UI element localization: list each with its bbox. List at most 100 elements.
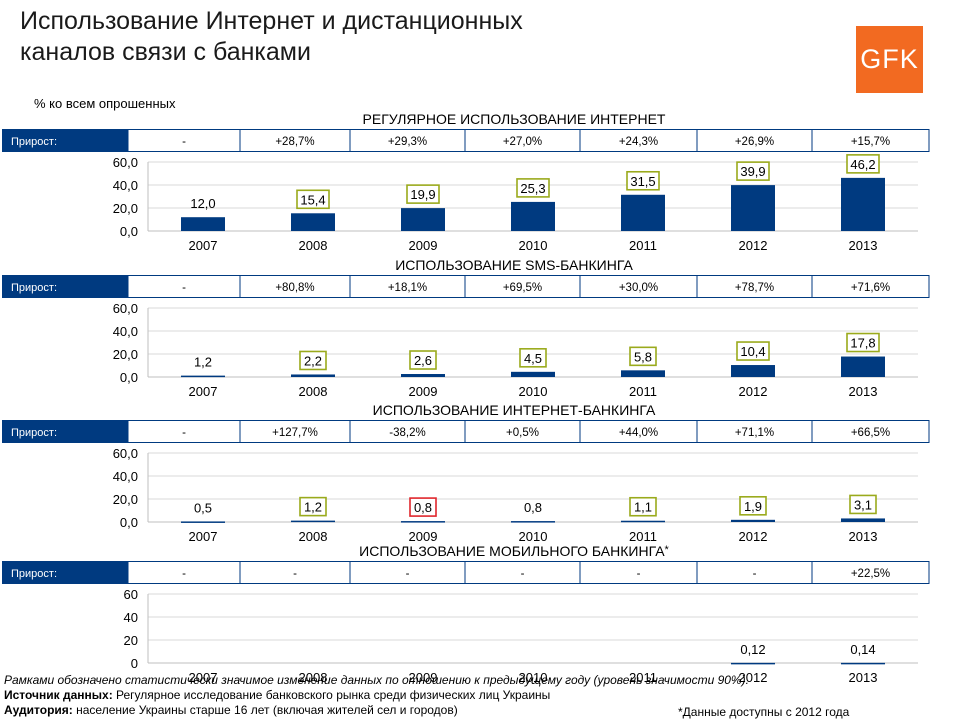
chart2-growth-value: +69,5% [503, 282, 542, 294]
chart1-bar-2010 [511, 201, 555, 231]
page-title: Использование Интернет и дистанционных к… [20, 6, 523, 68]
chart3-bar-2008 [291, 520, 335, 523]
chart4-growth-value: - [637, 568, 641, 580]
source-label: Источник данных: [4, 688, 113, 702]
chart4-ytick-label: 60 [124, 587, 138, 602]
chart4-xtick-label: 2008 [299, 670, 328, 685]
chart4-growth-value: - [293, 568, 297, 580]
footnotes: Рамками обозначено статистически значимо… [4, 673, 954, 718]
chart2-significance-box-2008 [299, 350, 327, 371]
chart3-growth-value: +127,7% [272, 427, 318, 439]
chart3-significance-box-2009 [409, 497, 437, 517]
chart1-bar-2008 [291, 213, 335, 231]
chart2-bar-2013 [841, 356, 885, 377]
gfk-logo: GFK [856, 26, 923, 93]
chart2-data-label-2012: 10,4 [740, 344, 765, 359]
audience-label: Аудитория: [4, 703, 73, 717]
chart4-xtick-label: 2011 [629, 670, 657, 685]
chart1-significance-box-2009 [406, 184, 440, 204]
chart2-ytick-label: 0,0 [120, 370, 138, 385]
chart2-growth-value: +30,0% [619, 282, 658, 294]
chart3-data-label-2007: 0,5 [194, 500, 212, 515]
chart1-ytick-label: 0,0 [120, 224, 138, 239]
chart1-xtick-label: 2012 [739, 238, 768, 253]
chart1-bar-2012 [731, 185, 775, 231]
chart2-data-label-2013: 17,8 [850, 336, 875, 351]
chart1-bar-2013 [841, 177, 885, 231]
chart1-bar-2011 [621, 194, 665, 231]
chart2-title: ИСПОЛЬЗОВАНИЕ SMS-БАНКИНГА [395, 257, 633, 273]
page-title-line-1: Использование Интернет и дистанционных [20, 7, 523, 35]
chart2-growth-value: +78,7% [735, 282, 774, 294]
chart1-xtick-label: 2010 [519, 238, 548, 253]
chart4-growth-row-border [127, 561, 930, 584]
chart3-xtick-label: 2010 [519, 529, 548, 544]
chart2-significance-box-2009 [409, 350, 437, 370]
chart1-significance-box-2011 [626, 170, 660, 191]
chart2-growth-value: +80,8% [275, 282, 314, 294]
chart2-xtick-label: 2007 [189, 384, 218, 399]
chart2-xtick-label: 2013 [849, 384, 878, 399]
chart4-growth-value: - [521, 568, 525, 580]
chart3-ytick-label: 60,0 [113, 446, 138, 461]
chart3-growth-label: Прирост: [11, 427, 57, 439]
chart2-growth-header [2, 275, 128, 298]
chart2-significance-box-2012 [736, 341, 770, 361]
chart2-xtick-label: 2009 [409, 384, 438, 399]
chart3-growth-value: +71,1% [735, 427, 774, 439]
chart2-bar-2012 [731, 365, 775, 377]
chart3-growth-row-border [127, 420, 930, 443]
chart4-data-label-2013: 0,14 [850, 642, 875, 657]
chart2-growth-value: - [182, 282, 186, 294]
chart3-xtick-label: 2009 [409, 529, 438, 544]
chart2-growth-row-border [127, 275, 930, 298]
chart3-data-label-2008: 1,2 [304, 500, 322, 515]
chart4-ytick-label: 20 [124, 633, 138, 648]
chart4-xtick-label: 2012 [739, 670, 768, 685]
chart3-growth-header [2, 420, 128, 443]
chart4-ytick-label: 40 [124, 610, 138, 625]
chart4-xtick-label: 2010 [519, 670, 548, 685]
chart3-growth-value: - [182, 427, 186, 439]
chart2-ytick-label: 20,0 [113, 347, 138, 362]
chart4-growth-value: - [753, 568, 757, 580]
footnote-significance: Рамками обозначено статистически значимо… [4, 673, 749, 687]
chart1-xtick-label: 2013 [849, 238, 878, 253]
chart2-xtick-label: 2010 [519, 384, 548, 399]
chart2-xtick-label: 2011 [629, 384, 657, 399]
chart3-significance-box-2011 [629, 496, 657, 517]
chart3-ytick-label: 20,0 [113, 492, 138, 507]
chart1-growth-value: +28,7% [275, 136, 314, 148]
chart2-data-label-2008: 2,2 [304, 353, 322, 368]
subtitle: % ко всем опрошенных [34, 96, 176, 111]
chart3-xtick-label: 2011 [629, 529, 657, 544]
chart1-growth-value: +15,7% [851, 136, 890, 148]
chart3-bar-2009 [401, 521, 445, 523]
chart1-significance-box-2013 [846, 154, 880, 174]
chart1-ytick-label: 20,0 [113, 201, 138, 216]
audience-text: население Украины старше 16 лет (включая… [72, 703, 458, 717]
chart1-growth-value: - [182, 136, 186, 148]
chart1-title: РЕГУЛЯРНОЕ ИСПОЛЬЗОВАНИЕ ИНТЕРНЕТ [363, 111, 666, 127]
chart4-bar-2012 [731, 662, 775, 665]
chart1-data-label-2012: 39,9 [740, 164, 765, 179]
chart1-significance-box-2010 [516, 178, 550, 198]
chart1-data-label-2013: 46,2 [850, 157, 875, 172]
chart1-growth-value: +27,0% [503, 136, 542, 148]
chart2-data-label-2007: 1,2 [194, 355, 212, 370]
chart4-data-label-2012: 0,12 [740, 642, 765, 657]
chart2-growth-label: Прирост: [11, 282, 57, 294]
chart1-data-label-2008: 15,4 [300, 192, 325, 207]
chart3-bar-2013 [841, 518, 885, 522]
chart3-growth-value: +0,5% [506, 427, 539, 439]
chart1-growth-value: +26,9% [735, 136, 774, 148]
chart2-ytick-label: 40,0 [113, 324, 138, 339]
gfk-logo-text: GFK [860, 44, 919, 74]
chart2-bar-2011 [621, 370, 665, 377]
chart3-significance-box-2013 [849, 494, 877, 515]
chart2-data-label-2011: 5,8 [634, 349, 652, 364]
chart3-data-label-2009: 0,8 [414, 500, 432, 515]
chart1-growth-value: +29,3% [388, 136, 427, 148]
chart3-bar-2010 [511, 521, 555, 523]
